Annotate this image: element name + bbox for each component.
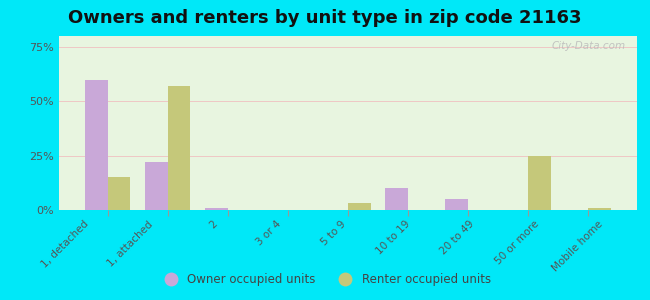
Text: Mobile home: Mobile home (551, 219, 605, 273)
Bar (205, 208, 228, 210)
Bar (168, 86, 190, 210)
Bar (588, 208, 611, 210)
Text: City-Data.com: City-Data.com (551, 41, 625, 51)
Legend: Owner occupied units, Renter occupied units: Owner occupied units, Renter occupied un… (154, 269, 496, 291)
Text: 3 or 4: 3 or 4 (255, 219, 283, 248)
Bar (385, 188, 408, 210)
Bar (145, 162, 168, 210)
Bar (348, 203, 370, 210)
Bar (84, 80, 108, 210)
Text: 1, attached: 1, attached (106, 219, 155, 268)
Text: 50 or more: 50 or more (493, 219, 541, 267)
Bar (108, 177, 131, 210)
Text: 2: 2 (207, 219, 219, 231)
Text: 1, detached: 1, detached (40, 219, 90, 270)
Text: 5 to 9: 5 to 9 (319, 219, 348, 248)
Bar (528, 156, 551, 210)
Text: Owners and renters by unit type in zip code 21163: Owners and renters by unit type in zip c… (68, 9, 582, 27)
Text: 20 to 49: 20 to 49 (439, 219, 476, 257)
Bar (445, 199, 468, 210)
Text: 10 to 19: 10 to 19 (374, 219, 412, 257)
